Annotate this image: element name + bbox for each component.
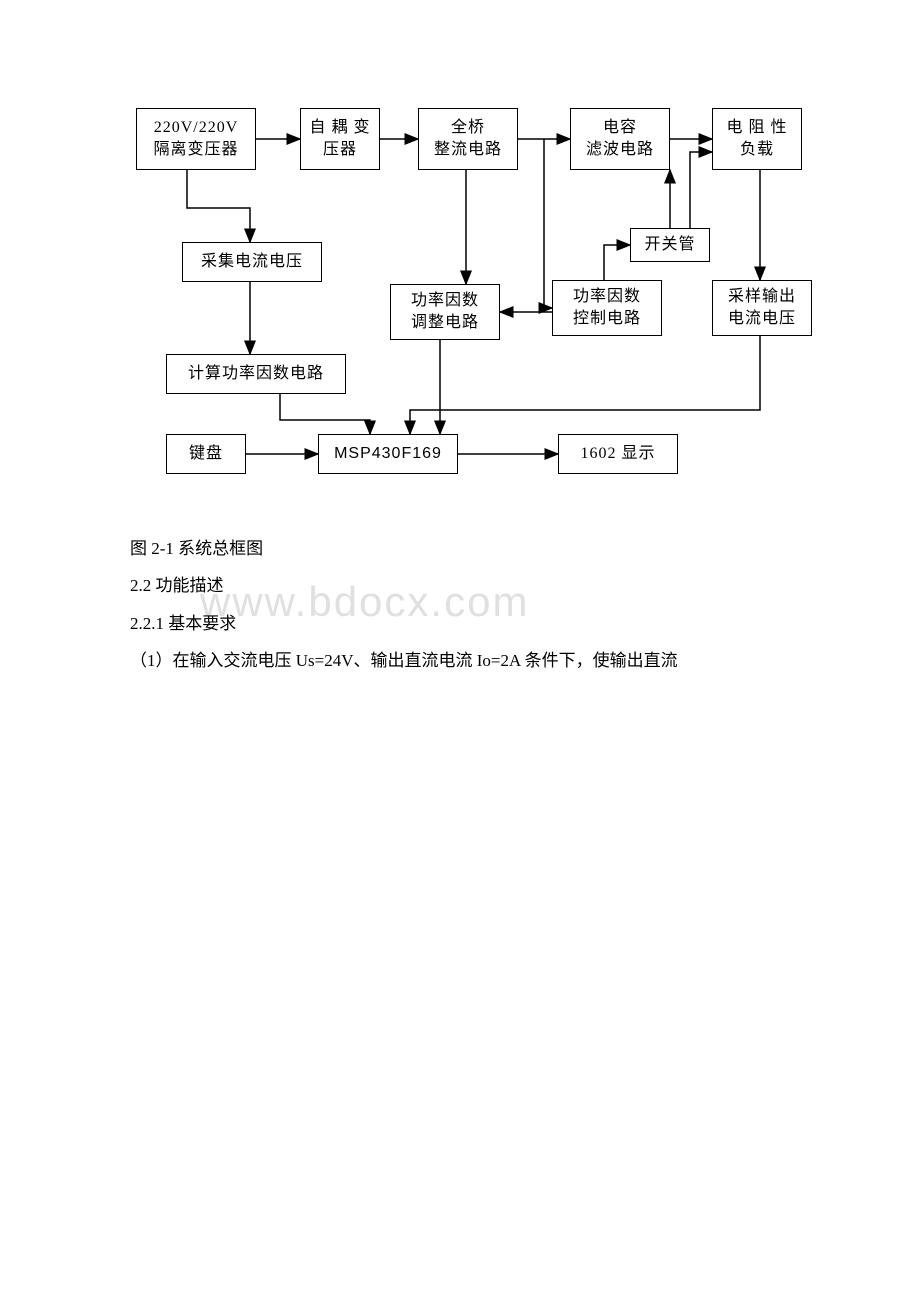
figure-caption: 图 2-1 系统总框图 xyxy=(130,530,920,567)
node-pf-adjust: 功率因数调整电路 xyxy=(390,284,500,340)
node-keyboard: 键盘 xyxy=(166,434,246,474)
block-diagram: 220V/220V隔离变压器 自 耦 变压器 全桥整流电路 电容滤波电路 电 阻… xyxy=(0,0,920,500)
node-capacitor-filter: 电容滤波电路 xyxy=(570,108,670,170)
arrow-layer xyxy=(0,0,920,500)
section-heading-1: 2.2 功能描述 xyxy=(130,567,920,604)
node-sample-output: 采样输出电流电压 xyxy=(712,280,812,336)
node-sample-iv: 采集电流电压 xyxy=(182,242,322,282)
node-resistive-load: 电 阻 性负载 xyxy=(712,108,802,170)
section-heading-2: 2.2.1 基本要求 xyxy=(130,605,920,642)
node-pf-control: 功率因数控制电路 xyxy=(552,280,662,336)
node-mcu: MSP430F169 xyxy=(318,434,458,474)
node-switch: 开关管 xyxy=(630,228,710,262)
node-bridge-rectifier: 全桥整流电路 xyxy=(418,108,518,170)
paragraph-1: （1）在输入交流电压 Us=24V、输出直流电流 Io=2A 条件下，使输出直流 xyxy=(130,642,920,679)
node-display: 1602 显示 xyxy=(558,434,678,474)
node-isolation-transformer: 220V/220V隔离变压器 xyxy=(136,108,256,170)
node-calc-pf: 计算功率因数电路 xyxy=(166,354,346,394)
text-body: 图 2-1 系统总框图 2.2 功能描述 2.2.1 基本要求 （1）在输入交流… xyxy=(130,530,920,680)
node-autotransformer: 自 耦 变压器 xyxy=(300,108,380,170)
